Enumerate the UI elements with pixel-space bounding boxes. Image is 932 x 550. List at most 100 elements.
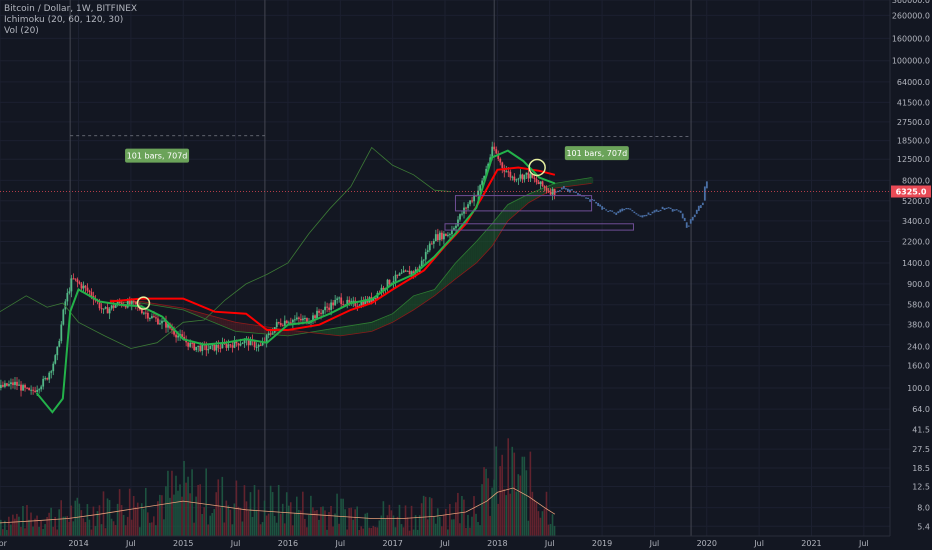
y-tick-label: 100.0 — [907, 384, 930, 393]
price-axis[interactable]: 360000.0 260000.0 160000.0 100000.0 64000.0 4… — [889, 0, 932, 550]
volume-bar — [106, 498, 109, 536]
volume-bar — [408, 530, 411, 536]
volume-bar — [483, 467, 485, 536]
candle-body — [239, 343, 242, 346]
candle-body — [249, 339, 252, 346]
projection-bar — [619, 209, 622, 213]
cloud-segment — [407, 298, 410, 314]
volume-bar — [211, 512, 214, 536]
cloud-segment — [456, 260, 459, 279]
volume-bar — [84, 522, 87, 536]
volume-bar — [187, 476, 189, 536]
cloud-segment — [534, 190, 537, 200]
volume-bar — [422, 495, 425, 536]
candle-body — [535, 179, 538, 183]
cloud-segment — [371, 321, 374, 332]
volume-bar — [239, 507, 242, 536]
volume-bar — [537, 511, 540, 536]
cloud-segment — [355, 324, 358, 334]
candle-body — [153, 316, 155, 318]
drawings[interactable]: 101 bars, 707d 101 bars, 707d — [0, 135, 890, 310]
candle-body — [515, 179, 518, 181]
cloud-segment — [224, 319, 227, 328]
cloud-segment — [460, 255, 463, 276]
volume-bar — [535, 502, 538, 536]
candle-body — [318, 310, 320, 313]
volume-bar — [8, 516, 10, 536]
cloud-segment — [524, 195, 527, 207]
projection-bar — [645, 214, 648, 217]
candle-body — [422, 259, 425, 261]
volume-bar — [368, 527, 371, 536]
volume-bar — [62, 516, 65, 536]
volume-bar — [289, 502, 292, 536]
volume-bar — [225, 500, 228, 536]
projection-bar — [687, 225, 690, 227]
volume-bar — [44, 524, 46, 536]
price-candles — [0, 141, 556, 397]
volume-bar — [273, 515, 276, 536]
candle-body — [473, 195, 475, 202]
volume-bar — [177, 490, 179, 536]
volume-bar — [173, 494, 175, 536]
cloud-segment — [440, 279, 443, 292]
volume-bar — [144, 487, 147, 536]
cloud-segment — [444, 274, 447, 288]
volume-bar — [42, 528, 44, 536]
volume-bar — [108, 500, 111, 536]
volume-bar — [553, 525, 556, 536]
volume-bar — [519, 475, 522, 536]
candle-body — [50, 371, 53, 373]
candle-body — [432, 241, 435, 244]
projection-bar — [639, 215, 642, 217]
volume-bar — [80, 510, 83, 536]
cloud-segment — [569, 180, 572, 187]
volume-bar — [146, 512, 149, 536]
volume-legend[interactable]: Vol (20) — [4, 26, 39, 36]
volume-bar — [48, 512, 50, 536]
candle-body — [501, 162, 504, 168]
candle-body — [513, 176, 516, 181]
projection-bar — [669, 207, 672, 209]
ichimoku-legend[interactable]: Ichimoku (20, 60, 120, 30) — [4, 15, 124, 25]
candle-body — [539, 181, 542, 185]
volume-bar — [64, 516, 67, 536]
candle-body — [316, 310, 318, 319]
symbol-title[interactable]: Bitcoin / Dollar, 1W, BITFINEX — [4, 4, 138, 14]
cloud-segment — [587, 177, 590, 184]
volume-bar — [310, 495, 312, 536]
cloud-segment — [297, 331, 300, 335]
candle-body — [541, 181, 544, 187]
cloud-segment — [458, 258, 461, 277]
projection-bar — [571, 189, 573, 191]
cloud-segment — [508, 203, 511, 221]
candle-body — [2, 384, 4, 387]
candle-body — [360, 301, 363, 306]
cloud-segment — [470, 245, 473, 268]
cloud-segment — [476, 239, 479, 263]
volume-bar — [283, 523, 286, 536]
candle-body — [493, 146, 496, 150]
candle-body — [279, 322, 282, 326]
projection-bar — [567, 188, 569, 192]
volume-bar — [432, 515, 435, 536]
candle-body — [247, 339, 250, 346]
volume-bar — [2, 529, 4, 536]
candle-body — [44, 378, 47, 380]
candle-body — [243, 339, 246, 344]
time-axis[interactable]: Apr 2014 Jul 2015 Jul 2016 Jul 2017 Jul 2018 Jul 20… — [0, 535, 890, 548]
candle-body — [132, 300, 135, 302]
volume-bar — [493, 479, 495, 536]
cloud-segment — [236, 322, 239, 332]
candle-body — [374, 297, 377, 299]
volume-bar — [324, 510, 326, 536]
volume-bar — [356, 506, 359, 536]
highlight-circle — [528, 158, 546, 177]
candle-body — [447, 234, 449, 236]
projection-bar — [595, 201, 598, 204]
projection-bar — [699, 205, 702, 208]
volume-bar — [372, 525, 375, 536]
volume-bar — [326, 529, 328, 536]
volume-bar — [112, 521, 115, 536]
